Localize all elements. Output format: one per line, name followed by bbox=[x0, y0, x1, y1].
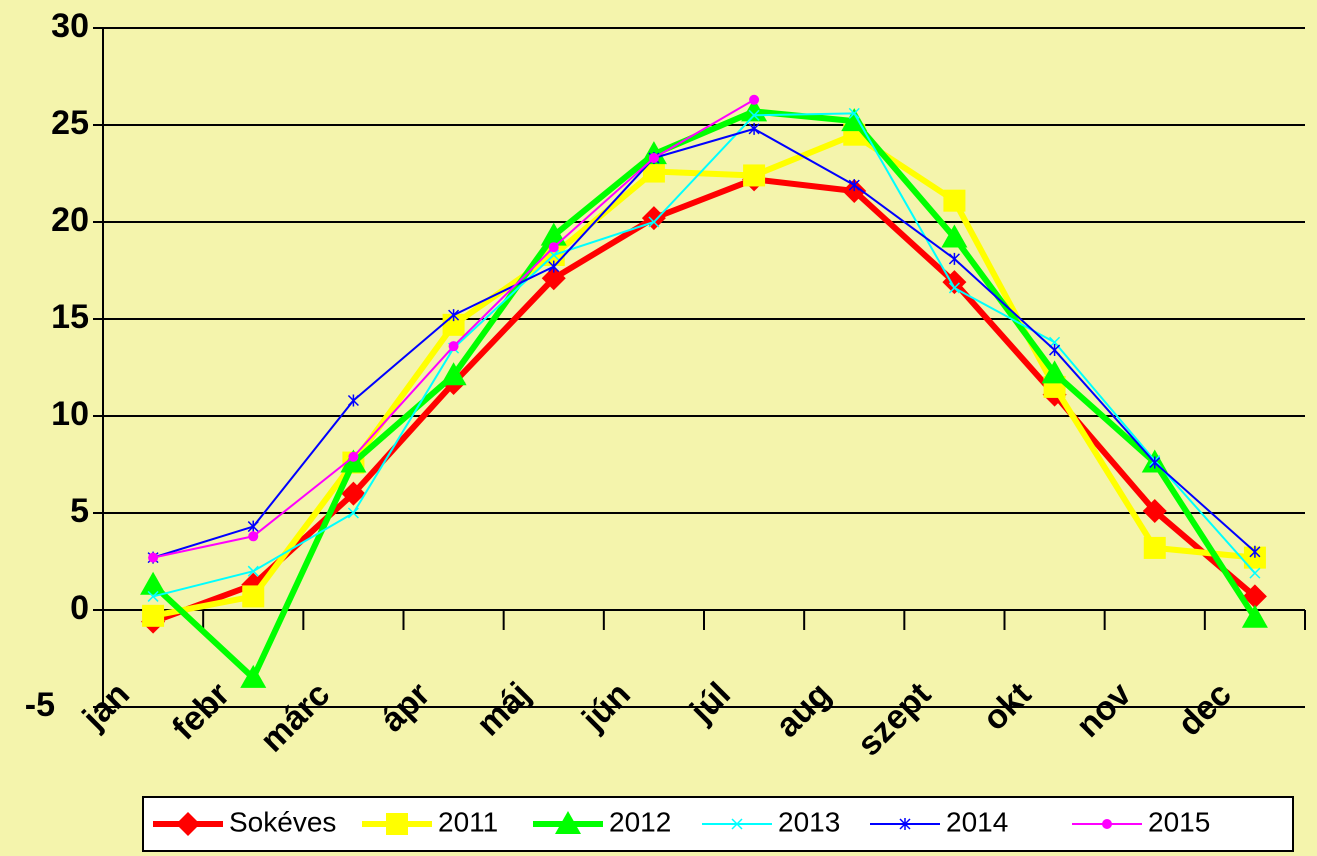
marker bbox=[848, 179, 860, 192]
legend-label: 2015 bbox=[1148, 806, 1210, 837]
marker bbox=[1249, 567, 1261, 579]
marker bbox=[748, 109, 760, 121]
marker bbox=[540, 222, 567, 246]
marker bbox=[1049, 344, 1061, 357]
legend-label: 2011 bbox=[438, 806, 498, 837]
marker bbox=[1102, 819, 1112, 829]
marker bbox=[1142, 499, 1167, 524]
marker bbox=[648, 152, 659, 163]
marker bbox=[142, 604, 165, 627]
x-tick-label: dec bbox=[1171, 675, 1239, 743]
marker bbox=[240, 664, 267, 688]
y-tick-label: 10 bbox=[51, 395, 89, 433]
marker bbox=[348, 451, 359, 462]
series-line bbox=[152, 131, 1256, 619]
x-tick-label: nov bbox=[1069, 675, 1139, 745]
legend-label: 2014 bbox=[946, 806, 1008, 837]
series-line bbox=[152, 112, 1256, 598]
marker bbox=[648, 216, 660, 228]
marker bbox=[247, 520, 259, 533]
x-tick-label: jan bbox=[75, 675, 137, 737]
marker bbox=[1143, 536, 1166, 559]
marker bbox=[848, 107, 860, 119]
marker bbox=[1049, 336, 1061, 348]
y-tick-label: -5 bbox=[25, 686, 55, 724]
marker bbox=[941, 224, 968, 248]
marker bbox=[242, 585, 265, 608]
marker bbox=[1149, 456, 1161, 469]
marker bbox=[347, 394, 359, 407]
marker bbox=[440, 362, 467, 386]
marker bbox=[1241, 604, 1268, 628]
x-tick-label: jún bbox=[574, 675, 638, 739]
marker bbox=[148, 552, 159, 563]
x-tick-label: ápr bbox=[373, 675, 437, 739]
marker bbox=[1041, 360, 1068, 384]
marker bbox=[347, 507, 359, 519]
series-line bbox=[152, 127, 1256, 559]
x-tick-label: okt bbox=[976, 675, 1039, 738]
marker bbox=[642, 160, 665, 183]
y-tick-label: 20 bbox=[51, 201, 89, 239]
y-tick-label: 5 bbox=[70, 492, 89, 530]
marker bbox=[448, 341, 459, 352]
y-tick-label: 30 bbox=[51, 7, 89, 45]
marker bbox=[147, 590, 159, 602]
legend-label: Sokéves bbox=[229, 806, 336, 837]
marker bbox=[548, 260, 560, 273]
marker bbox=[448, 309, 460, 322]
legend-label: 2012 bbox=[609, 806, 671, 837]
marker bbox=[341, 481, 366, 506]
marker bbox=[743, 164, 766, 187]
legend-label: 2013 bbox=[778, 806, 840, 837]
y-tick-label: 25 bbox=[51, 104, 89, 142]
marker bbox=[731, 818, 743, 830]
x-tick-label: máj bbox=[469, 675, 537, 743]
x-tick-label: aug bbox=[769, 675, 839, 745]
marker bbox=[140, 571, 167, 595]
x-tick-label: febr bbox=[165, 675, 237, 747]
marker bbox=[899, 818, 911, 830]
marker bbox=[748, 122, 760, 135]
x-tick-label: júl bbox=[682, 675, 738, 731]
marker bbox=[386, 813, 408, 835]
marker bbox=[555, 811, 581, 834]
marker bbox=[548, 242, 559, 253]
y-tick-label: 0 bbox=[70, 589, 89, 627]
series-line bbox=[151, 108, 1258, 681]
marker bbox=[176, 812, 200, 836]
marker bbox=[948, 282, 960, 294]
y-tick-label: 15 bbox=[51, 298, 89, 336]
marker bbox=[1242, 584, 1267, 609]
marker bbox=[943, 189, 966, 212]
series-line bbox=[152, 176, 1257, 625]
marker bbox=[1249, 545, 1261, 558]
marker bbox=[541, 266, 566, 291]
x-tick-label: szept bbox=[850, 675, 938, 763]
marker bbox=[247, 565, 259, 577]
marker bbox=[749, 94, 760, 105]
marker bbox=[948, 252, 960, 265]
marker bbox=[248, 531, 259, 542]
